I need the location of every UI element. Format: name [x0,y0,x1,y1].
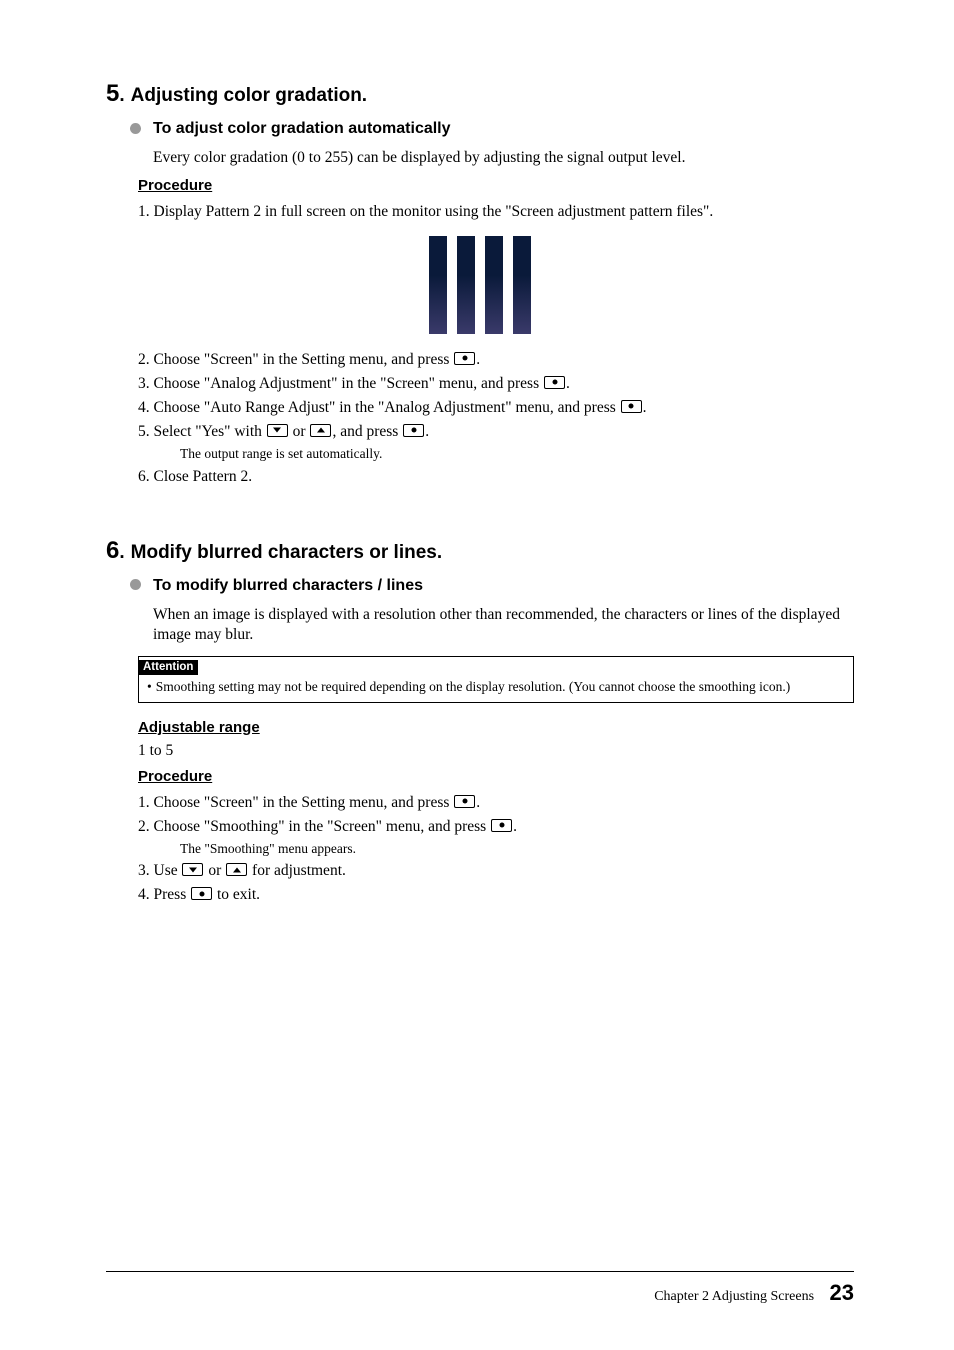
section-5-number: 5 [106,80,119,108]
procedure-heading-5: Procedure [138,177,854,194]
step-text: Choose "Auto Range Adjust" in the "Analo… [154,399,620,416]
step-6-1: 1. Choose "Screen" in the Setting menu, … [138,791,854,815]
step-text: , and press [332,423,402,440]
step-text: for adjustment. [248,862,346,879]
pattern-2-illustration [415,236,545,334]
step-num: 4. [138,886,150,903]
pattern-bar [513,236,531,334]
step-5-5: 5. Select "Yes" with or , and press . Th… [138,420,854,463]
step-text: . [476,351,480,368]
step-5-6: 6. Close Pattern 2. [138,465,854,489]
footer-page-number: 23 [830,1280,854,1305]
step-num: 2. [138,351,150,368]
section-6-header: 6. Modify blurred characters or lines. [106,537,854,565]
step-num: 5. [138,423,150,440]
step-num: 6. [138,468,150,485]
section-6-title: Modify blurred characters or lines. [131,542,442,564]
step-6-2: 2. Choose "Smoothing" in the "Screen" me… [138,815,854,858]
bullet-icon [130,579,141,590]
section-5-header: 5. Adjusting color gradation. [106,80,854,108]
step-note: The output range is set automatically. [180,445,854,463]
step-text: Select "Yes" with [154,423,266,440]
step-text: Choose "Smoothing" in the "Screen" menu,… [154,818,491,835]
up-icon [310,424,331,437]
attention-text: • Smoothing setting may not be required d… [139,678,853,696]
step-note: The "Smoothing" menu appears. [180,840,854,858]
step-5-2: 2. Choose "Screen" in the Setting menu, … [138,348,854,372]
step-text: Choose "Screen" in the Setting menu, and… [154,794,454,811]
adjustable-range-heading: Adjustable range [138,719,854,736]
step-text: . [566,375,570,392]
footer-chapter: Chapter 2 Adjusting Screens [654,1289,814,1304]
section-dot: . [119,85,124,106]
step-text: . [643,399,647,416]
step-6-3: 3. Use or for adjustment. [138,859,854,883]
attention-label: Attention [138,660,198,675]
pattern-bar [457,236,475,334]
attention-body: Smoothing setting may not be required de… [156,679,791,694]
down-icon [182,863,203,876]
bullet-dot: • [147,679,152,694]
subsection-6-title: To modify blurred characters / lines [153,577,423,594]
step-text: . [513,818,517,835]
page-footer: Chapter 2 Adjusting Screens 23 [106,1271,854,1306]
subsection-5: To adjust color gradation automatically [130,120,854,138]
section-dot: . [119,542,124,563]
step-num: 3. [138,862,150,879]
pattern-bar [485,236,503,334]
enter-icon [491,819,512,832]
section-6-body: When an image is displayed with a resolu… [153,605,854,647]
step-text: Choose "Analog Adjustment" in the "Scree… [154,375,544,392]
step-5-1: 1. Display Pattern 2 in full screen on t… [138,200,854,224]
step-5-3: 3. Choose "Analog Adjustment" in the "Sc… [138,372,854,396]
step-num: 3. [138,375,150,392]
enter-icon [454,795,475,808]
enter-icon [403,424,424,437]
step-num: 1. [138,794,150,811]
procedure-list-5: 1. Display Pattern 2 in full screen on t… [138,200,854,224]
step-text: or [204,862,225,879]
subsection-5-title: To adjust color gradation automatically [153,120,451,137]
step-text: Display Pattern 2 in full screen on the … [154,203,714,220]
procedure-list-5b: 2. Choose "Screen" in the Setting menu, … [138,348,854,489]
step-text: . [425,423,429,440]
enter-icon [621,400,642,413]
down-icon [267,424,288,437]
enter-icon [191,887,212,900]
section-5-intro: Every color gradation (0 to 255) can be … [153,148,854,169]
step-text: Close Pattern 2. [154,468,253,485]
step-num: 4. [138,399,150,416]
section-5-body: Every color gradation (0 to 255) can be … [153,148,854,169]
procedure-heading-6: Procedure [138,768,854,785]
step-5-4: 4. Choose "Auto Range Adjust" in the "An… [138,396,854,420]
section-5-title: Adjusting color gradation. [131,85,367,107]
step-text: Use [154,862,182,879]
section-6-number: 6 [106,537,119,565]
step-num: 1. [138,203,150,220]
attention-box: Attention • Smoothing setting may not be … [138,656,854,702]
adjustable-range-value: 1 to 5 [138,742,854,760]
subsection-6: To modify blurred characters / lines [130,577,854,595]
step-text: . [476,794,480,811]
up-icon [226,863,247,876]
enter-icon [544,376,565,389]
procedure-list-6: 1. Choose "Screen" in the Setting menu, … [138,791,854,908]
step-text: to exit. [213,886,260,903]
step-text: Press [154,886,191,903]
section-6-intro: When an image is displayed with a resolu… [153,605,854,647]
step-text: or [289,423,310,440]
step-text: Choose "Screen" in the Setting menu, and… [154,351,454,368]
pattern-bar [429,236,447,334]
step-6-4: 4. Press to exit. [138,883,854,907]
enter-icon [454,352,475,365]
step-num: 2. [138,818,150,835]
bullet-icon [130,123,141,134]
